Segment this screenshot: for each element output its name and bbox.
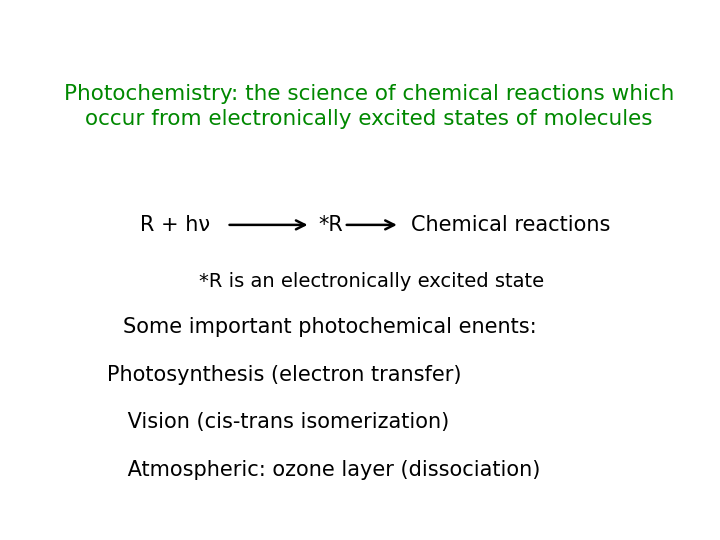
Text: Photosynthesis (electron transfer): Photosynthesis (electron transfer) xyxy=(107,364,462,384)
Text: Vision (cis-trans isomerization): Vision (cis-trans isomerization) xyxy=(121,413,449,433)
Text: *R: *R xyxy=(319,215,343,235)
Text: *R is an electronically excited state: *R is an electronically excited state xyxy=(199,272,544,291)
Text: R + hν: R + hν xyxy=(140,215,210,235)
Text: Chemical reactions: Chemical reactions xyxy=(411,215,611,235)
Text: Photochemistry: the science of chemical reactions which
occur from electronicall: Photochemistry: the science of chemical … xyxy=(64,84,674,129)
Text: Some important photochemical enents:: Some important photochemical enents: xyxy=(124,317,537,337)
Text: Atmospheric: ozone layer (dissociation): Atmospheric: ozone layer (dissociation) xyxy=(121,460,540,480)
